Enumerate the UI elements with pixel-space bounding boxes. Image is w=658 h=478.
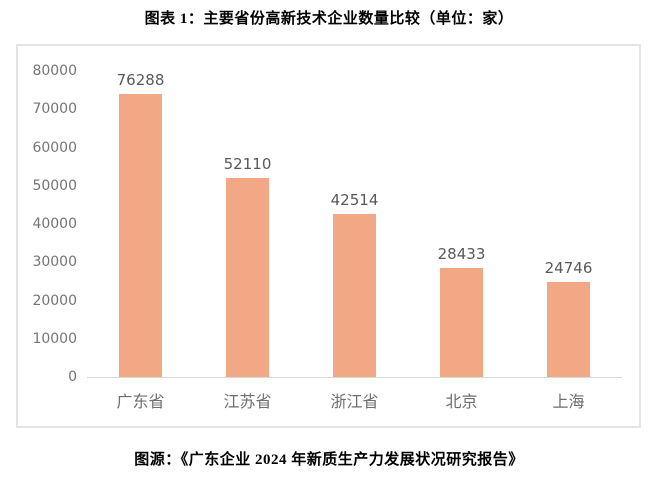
bar-slot: 24746 [515, 71, 622, 377]
x-category-label: 江苏省 [223, 392, 272, 411]
bar-chart: 0 10000 20000 30000 40000 50000 60000 70000 8000… [18, 46, 639, 412]
plot-column: 76288 52110 42514 28433 24746 广东省 江苏省 浙江省 北京 上海 [87, 71, 622, 412]
plot-area: 76288 52110 42514 28433 24746 [87, 71, 622, 378]
x-axis: 广东省 江苏省 浙江省 北京 上海 [87, 378, 622, 412]
y-tick-label: 70000 [32, 101, 77, 118]
bar-value-label: 28433 [437, 245, 486, 264]
y-tick-label: 20000 [32, 292, 77, 309]
y-tick-label: 40000 [32, 216, 77, 232]
y-axis: 0 10000 20000 30000 40000 50000 60000 70000 8000… [18, 63, 87, 385]
bar [547, 282, 590, 377]
bar-slot: 42514 [301, 71, 408, 377]
bar-slot: 76288 [87, 71, 194, 377]
figure-title: 图表 1：主要省份高新技术企业数量比较（单位：家） [144, 11, 514, 27]
y-tick-label: 60000 [32, 139, 77, 156]
bar-value-label: 24746 [544, 259, 593, 278]
y-tick-label: 80000 [32, 63, 77, 79]
bar [440, 268, 483, 377]
bar-value-label: 76288 [116, 71, 165, 89]
y-tick-label: 0 [68, 369, 77, 385]
x-category-label: 浙江省 [330, 392, 379, 411]
bar [333, 214, 376, 377]
y-tick-label: 10000 [32, 330, 77, 347]
bar-slot: 28433 [408, 71, 515, 377]
x-category-label: 广东省 [116, 392, 165, 411]
bar-value-label: 42514 [330, 191, 379, 210]
bar [226, 177, 269, 377]
y-tick-label: 30000 [32, 254, 77, 271]
chart-panel: 0 10000 20000 30000 40000 50000 60000 70000 8000… [16, 44, 641, 428]
x-category-label: 上海 [552, 392, 585, 411]
bar-value-label: 52110 [223, 154, 272, 173]
figure-source: 图源：《广东企业 2024 年新质生产力发展状况研究报告》 [134, 452, 524, 468]
bar [119, 94, 162, 377]
bar-slot: 52110 [194, 71, 301, 377]
x-category-label: 北京 [445, 392, 478, 411]
y-tick-label: 50000 [32, 177, 77, 194]
